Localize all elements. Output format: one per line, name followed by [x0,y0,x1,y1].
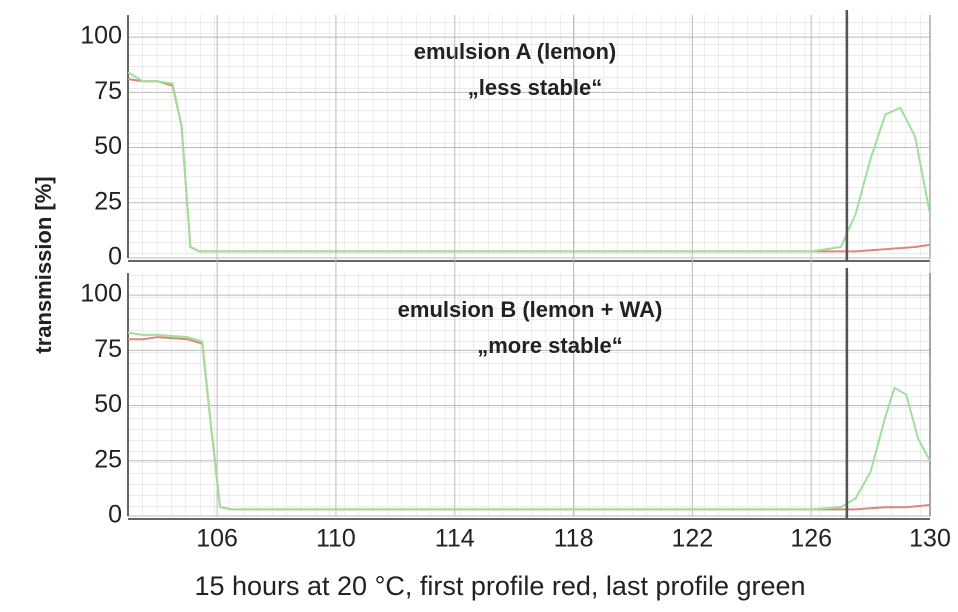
x-axis-label: 15 hours at 20 °C, first profile red, la… [194,571,805,601]
y-tick-label: 0 [108,501,122,529]
x-tick-label: 130 [909,525,951,553]
y-tick-label: 75 [94,335,122,363]
minor-grid [128,15,930,258]
x-tick-label: 106 [196,525,238,553]
minor-grid [128,273,930,516]
x-tick-label: 122 [672,525,714,553]
x-tick-label: 118 [554,525,594,553]
annotation: emulsion B (lemon + WA) [398,297,663,322]
y-tick-label: 25 [94,187,122,215]
y-tick-label: 50 [94,390,122,418]
y-tick-label: 100 [80,280,122,308]
x-tick-label: 110 [316,525,356,553]
x-tick-label: 114 [435,525,475,553]
y-tick-label: 0 [108,243,122,271]
y-tick-label: 75 [94,77,122,105]
data-line [127,71,931,253]
y-tick-label: 25 [94,445,122,473]
y-tick-label: 50 [94,132,122,160]
annotation: „less stable“ [468,75,603,100]
x-tick-label: 126 [790,525,832,553]
y-axis-label: transmission [%] [31,176,56,353]
annotation: emulsion A (lemon) [414,39,617,64]
y-tick-label: 100 [80,22,122,50]
data-line [127,331,931,511]
annotation: „more stable“ [477,333,623,358]
